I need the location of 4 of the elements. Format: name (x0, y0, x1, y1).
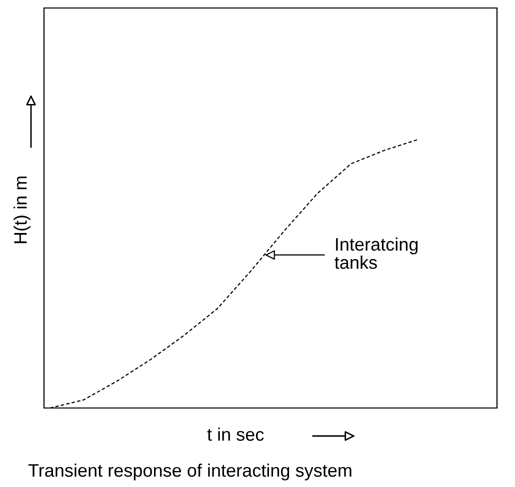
y-axis-title: H(t) in m (14, 176, 30, 244)
x-axis-title: t in sec (207, 428, 264, 441)
annotation: Interatcing tanks (334, 237, 418, 269)
text: Transient response of interacting system (28, 464, 352, 480)
